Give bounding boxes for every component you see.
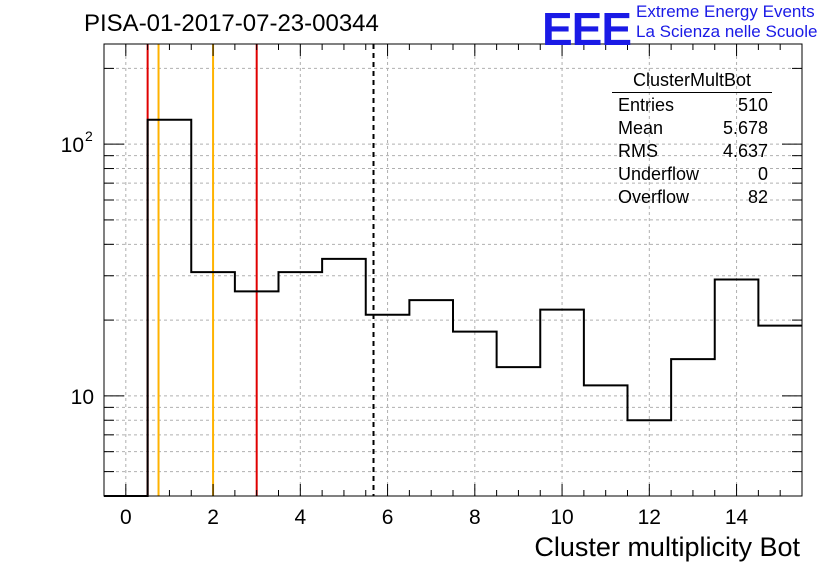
histogram-bin [758, 326, 802, 496]
x-tick-label: 8 [469, 506, 481, 529]
stats-label: Underflow [618, 164, 700, 184]
x-tick-label: 10 [550, 506, 573, 529]
histogram-outline [104, 118, 802, 497]
stats-value: 0 [757, 164, 768, 184]
histogram-bin [235, 291, 279, 496]
x-axis-label: Cluster multiplicity Bot [534, 532, 800, 562]
histogram-bars [104, 118, 802, 497]
logo-caption-line2: La Scienza nelle Scuole [636, 22, 818, 41]
stats-row: Underflow 0 [612, 164, 772, 187]
stats-title: ClusterMultBot [612, 70, 772, 93]
stats-value: 4.637 [722, 141, 768, 161]
stats-row: Mean 5.678 [612, 118, 772, 141]
x-tick-label: 4 [294, 506, 306, 529]
x-tick-label: 6 [382, 506, 394, 529]
histogram-bin [497, 367, 541, 496]
stats-box: ClusterMultBot Entries 510 Mean 5.678 RMS 4… [612, 70, 772, 210]
stats-value: 82 [747, 187, 768, 207]
x-tick-label: 2 [207, 506, 219, 529]
histogram-bin [540, 310, 584, 496]
stats-label: Overflow [618, 187, 690, 207]
histogram-bin [409, 300, 453, 496]
histogram-bin [322, 259, 366, 496]
eee-logo: EEE [542, 3, 632, 55]
logo-caption-line1: Extreme Energy Events [636, 2, 815, 21]
histogram-bin [671, 359, 715, 496]
stats-row: Entries 510 [612, 95, 772, 118]
stats-label: RMS [618, 141, 658, 161]
stats-row: Overflow 82 [612, 187, 772, 210]
histogram-bin [366, 315, 410, 496]
y-tick-label: 10 [61, 134, 84, 157]
logo-caption: Extreme Energy Events La Scienza nelle S… [636, 2, 817, 42]
histogram-bin [715, 279, 759, 496]
histogram-bin [279, 272, 323, 496]
y-tick-label: 10 [71, 386, 94, 409]
stats-label: Entries [618, 95, 675, 115]
histogram-bin [453, 332, 497, 496]
x-tick-label: 0 [120, 506, 132, 529]
stats-value: 510 [737, 95, 768, 115]
histogram-bin [584, 385, 628, 496]
x-tick-label: 14 [725, 506, 749, 529]
stats-row: RMS 4.637 [612, 141, 772, 164]
stats-label: Mean [618, 118, 664, 138]
stats-value: 5.678 [722, 118, 768, 138]
y-tick-label-exponent: 2 [85, 128, 93, 144]
histogram-bin [191, 272, 235, 496]
histogram-bin [148, 120, 192, 496]
x-tick-label: 12 [638, 506, 661, 529]
page-title: PISA-01-2017-07-23-00344 [84, 10, 379, 37]
